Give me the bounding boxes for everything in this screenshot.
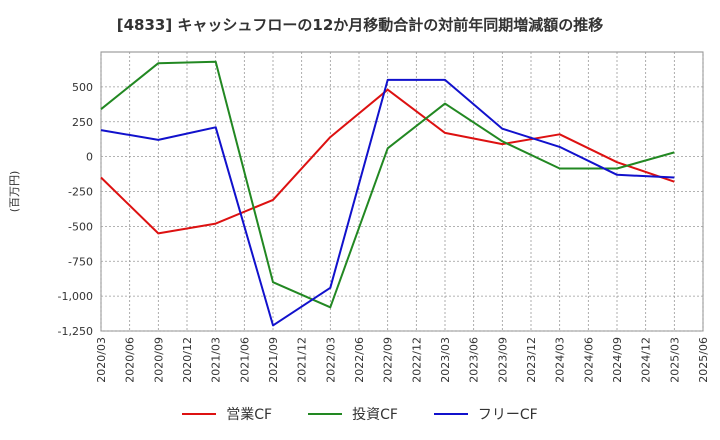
x-tick-label: 2023/12 [525,337,538,383]
y-tick-label: -250 [68,186,93,199]
x-tick-label: 2024/12 [640,337,653,383]
x-tick-label: 2025/06 [697,337,710,383]
legend-swatch [433,413,468,415]
x-tick-label: 2021/12 [296,337,309,383]
x-tick-label: 2023/06 [468,337,481,383]
legend-label: 投資CF [352,407,398,423]
x-tick-label: 2020/06 [124,337,137,383]
legend-swatch [308,413,343,415]
x-tick-label: 2024/06 [582,337,595,383]
legend-item: 営業CF [182,404,272,424]
x-tick-label: 2022/06 [353,337,366,383]
y-tick-label: -750 [68,255,93,268]
x-tick-label: 2021/03 [210,337,223,383]
chart-title: [4833] キャッシュフローの12か月移動合計の対前年同期増減額の推移 [116,16,604,34]
x-tick-label: 2023/09 [496,337,509,383]
y-tick-label: 250 [72,116,93,129]
y-tick-label: -1,000 [58,290,93,303]
x-tick-label: 2021/09 [267,337,280,383]
series-line-1 [100,60,675,309]
legend-label: 営業CF [226,407,273,423]
x-tick-label: 2020/03 [95,337,108,383]
x-tick-label: 2024/09 [611,337,624,383]
legend-item: フリーCF [433,404,538,424]
x-tick-label: 2024/03 [554,337,567,383]
x-tick-label: 2022/09 [382,337,395,383]
x-tick-label: 2022/12 [410,337,423,383]
x-tick-label: 2022/03 [324,337,337,383]
y-tick-label: 500 [72,81,93,94]
x-tick-label: 2020/09 [152,337,165,383]
grid [100,51,704,332]
legend: 営業CF 投資CF フリーCF [0,404,720,424]
legend-label: フリーCF [477,407,538,423]
x-tick-label: 2023/03 [439,337,452,383]
series-line-2 [100,78,675,327]
x-tick-label: 2021/06 [238,337,251,383]
series-lines [100,60,675,327]
y-axis-label: (百万円) [8,171,21,213]
y-tick-label: -1,250 [58,325,93,338]
x-tick-label: 2025/03 [668,337,681,383]
series-line-0 [100,88,675,235]
legend-swatch [182,413,217,415]
y-tick-label: -500 [68,220,93,233]
legend-item: 投資CF [308,404,398,424]
y-tick-label: 0 [86,151,93,164]
x-tick-label: 2020/12 [181,337,194,383]
